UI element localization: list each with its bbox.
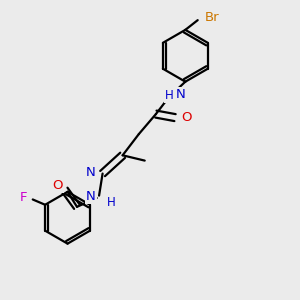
Text: H: H	[106, 196, 115, 208]
Text: N: N	[86, 190, 95, 203]
Text: O: O	[182, 111, 192, 124]
Text: O: O	[52, 179, 62, 192]
Text: N: N	[176, 88, 185, 101]
Text: N: N	[85, 167, 95, 179]
Text: F: F	[20, 191, 27, 205]
Text: Br: Br	[205, 11, 220, 24]
Text: H: H	[165, 89, 173, 102]
